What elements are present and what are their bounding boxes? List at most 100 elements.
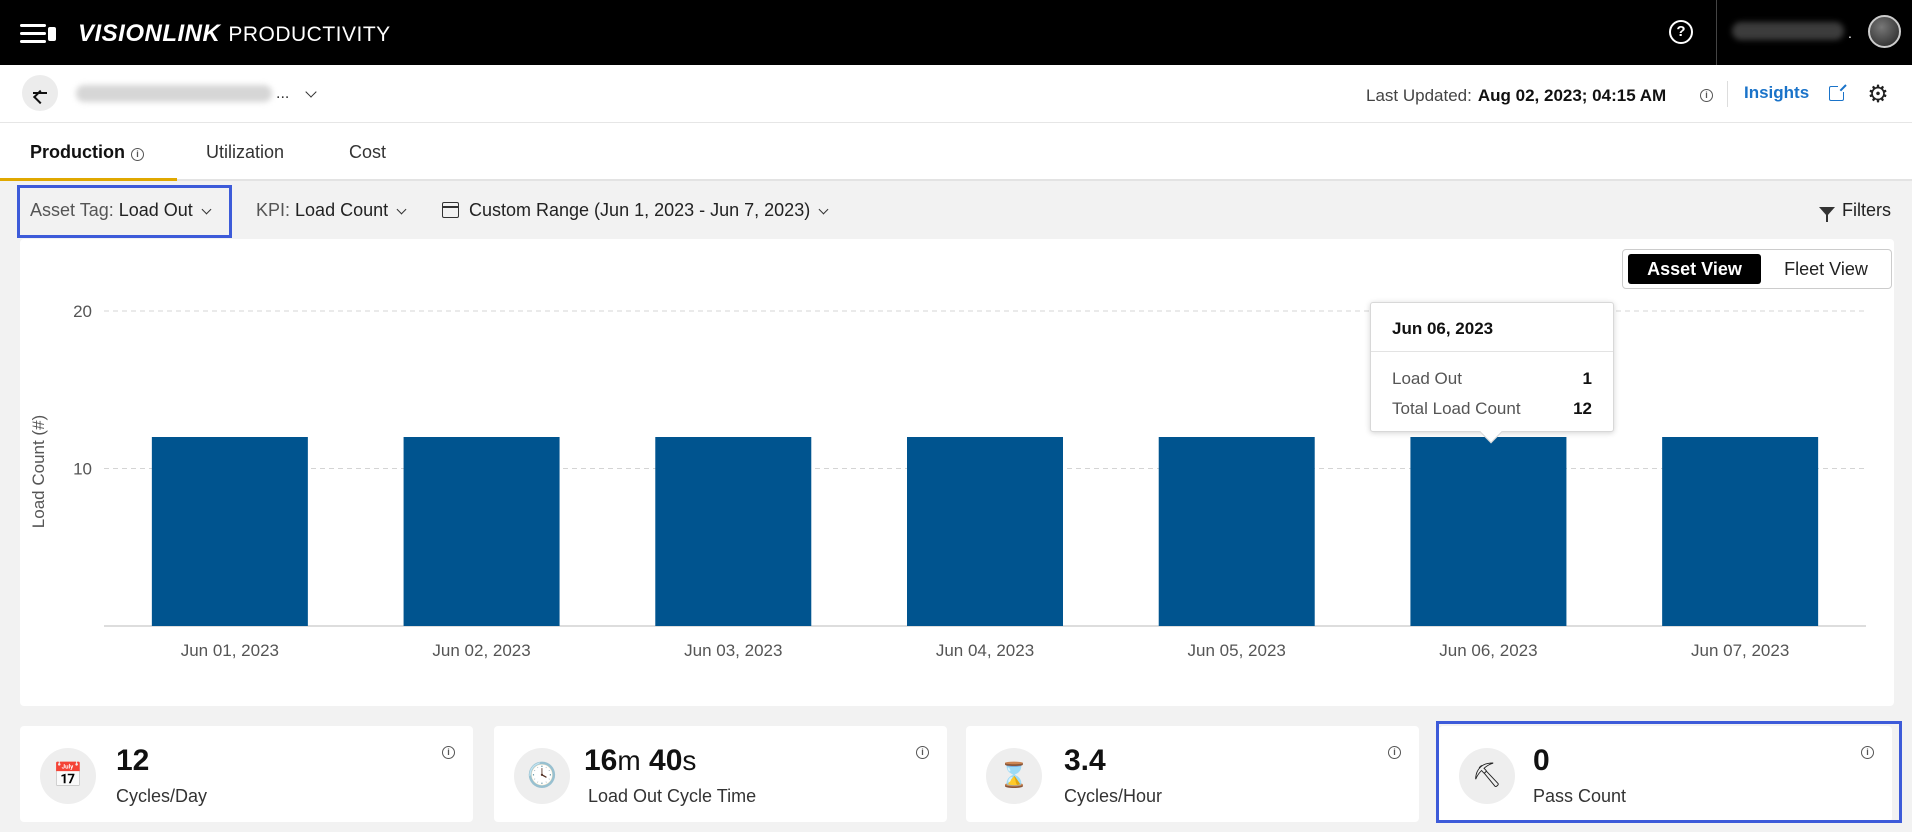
tab-bar: Production i Utilization Cost bbox=[0, 123, 1912, 181]
load-count-chart: 10 20 Load Count (#) Jun 01, 2023 Jun 02, 20… bbox=[29, 302, 1866, 660]
calendar-icon bbox=[442, 202, 459, 218]
tooltip-row: Load Out 1 bbox=[1392, 369, 1592, 389]
user-menu-dot: . bbox=[1848, 25, 1852, 41]
date-range-value: Custom Range (Jun 1, 2023 - Jun 7, 2023) bbox=[469, 200, 811, 220]
kpi-seconds: 40 bbox=[649, 744, 683, 777]
kpi-card-pass-count[interactable]: ⛏ 0 Pass Count i bbox=[1439, 726, 1892, 822]
kpi-minutes-unit: m bbox=[617, 745, 641, 776]
date-range-dropdown[interactable]: Custom Range (Jun 1, 2023 - Jun 7, 2023) bbox=[442, 181, 829, 239]
divider bbox=[1371, 351, 1613, 352]
kpi-value: Load Count bbox=[295, 200, 389, 220]
filter-icon bbox=[1819, 207, 1835, 222]
menu-icon[interactable] bbox=[20, 24, 56, 44]
kpi-label: Cycles/Hour bbox=[1064, 786, 1163, 806]
info-icon[interactable]: i bbox=[1861, 746, 1874, 759]
clock-cycle-icon: 🕓 bbox=[514, 748, 570, 804]
y-tick-label: 10 bbox=[73, 460, 92, 479]
asset-tag-highlight bbox=[17, 185, 232, 238]
x-tick-label: Jun 01, 2023 bbox=[181, 641, 279, 660]
chart-bar bbox=[1410, 437, 1567, 626]
info-icon[interactable]: i bbox=[916, 746, 929, 759]
excavator-bucket-icon: ⛏ bbox=[1459, 748, 1515, 804]
tab-cost[interactable]: Cost bbox=[349, 142, 387, 162]
chart-tooltip: Jun 06, 2023 Load Out 1 Total Load Count… bbox=[1370, 302, 1614, 444]
filter-row: Asset Tag: Load Out KPI: Load Count Cust… bbox=[0, 181, 1912, 239]
insights-link[interactable]: Insights bbox=[1744, 83, 1810, 102]
tooltip-row-label: Load Out bbox=[1392, 369, 1462, 388]
top-bar: VISIONLINK PRODUCTIVITY ? . bbox=[0, 0, 1912, 65]
chevron-down-icon[interactable] bbox=[305, 86, 317, 98]
asset-tag-dropdown[interactable]: Asset Tag: Load Out bbox=[30, 181, 212, 239]
avatar[interactable] bbox=[1868, 15, 1901, 48]
gear-icon[interactable]: ⚙ bbox=[1867, 81, 1889, 108]
tooltip-title: Jun 06, 2023 bbox=[1392, 319, 1494, 338]
kpi-label: KPI: bbox=[256, 200, 291, 220]
asset-name bbox=[76, 85, 272, 102]
x-tick-label: Jun 06, 2023 bbox=[1439, 641, 1537, 660]
asset-view-button[interactable]: Asset View bbox=[1628, 254, 1761, 284]
kpi-label: Cycles/Day bbox=[116, 786, 208, 806]
active-tab-indicator bbox=[0, 178, 177, 181]
back-button[interactable] bbox=[22, 75, 58, 111]
filters-button[interactable]: Filters bbox=[1819, 181, 1891, 239]
calendar-cycle-icon: 📅 bbox=[40, 748, 96, 804]
y-axis-label: Load Count (#) bbox=[29, 415, 48, 528]
tab-label: Production bbox=[30, 142, 125, 162]
info-icon[interactable]: i bbox=[1388, 746, 1401, 759]
filters-label: Filters bbox=[1842, 200, 1891, 220]
kpi-label: Load Out Cycle Time bbox=[588, 786, 757, 806]
y-tick-label: 20 bbox=[73, 302, 92, 321]
chart-bar bbox=[151, 437, 308, 626]
view-toggle: Asset View Fleet View bbox=[1622, 249, 1892, 289]
kpi-value: 0 bbox=[1533, 744, 1550, 777]
pass-count-highlight bbox=[1436, 721, 1902, 823]
kpi-value: 3.4 bbox=[1064, 744, 1106, 777]
chart-bar bbox=[907, 437, 1063, 626]
x-tick-label: Jun 03, 2023 bbox=[684, 641, 782, 660]
divider bbox=[1716, 0, 1717, 65]
asset-header: ... Last Updated: Aug 02, 2023; 04:15 AM … bbox=[0, 65, 1912, 123]
tab-production[interactable]: Production i bbox=[30, 123, 144, 181]
kpi-minutes: 16 bbox=[584, 744, 618, 777]
chart-bar bbox=[655, 437, 812, 626]
kpi-card-cycles-hour[interactable]: ⌛ 3.4 Cycles/Hour i bbox=[966, 726, 1419, 822]
kpi-card-cycle-time[interactable]: 🕓 16m 40s Load Out Cycle Time i bbox=[494, 726, 947, 822]
tooltip-row-label: Total Load Count bbox=[1392, 399, 1521, 418]
external-link-icon[interactable] bbox=[1829, 83, 1847, 101]
kpi-dropdown[interactable]: KPI: Load Count bbox=[256, 181, 407, 239]
last-updated: Last Updated: Aug 02, 2023; 04:15 AM bbox=[1366, 86, 1666, 106]
info-icon[interactable]: i bbox=[131, 148, 144, 161]
chart-bar bbox=[403, 437, 560, 626]
tooltip-row-value: 1 bbox=[1582, 369, 1592, 388]
asset-name-ellipsis: ... bbox=[276, 85, 290, 102]
last-updated-value: Aug 02, 2023; 04:15 AM bbox=[1477, 86, 1667, 105]
chevron-down-icon bbox=[396, 204, 407, 215]
kpi-label: Pass Count bbox=[1533, 786, 1627, 806]
asset-tag-label: Asset Tag: bbox=[30, 200, 114, 220]
x-tick-label: Jun 02, 2023 bbox=[432, 641, 530, 660]
chart-card: 10 20 Load Count (#) Jun 01, 2023 Jun 02, 20… bbox=[20, 239, 1894, 706]
kpi-value: 16m 40s bbox=[584, 744, 696, 778]
kpi-card-cycles-day[interactable]: 📅 12 Cycles/Day i bbox=[20, 726, 473, 822]
info-icon[interactable]: i bbox=[1700, 89, 1713, 102]
tooltip-row-value: 12 bbox=[1573, 399, 1592, 418]
fleet-view-button[interactable]: Fleet View bbox=[1784, 259, 1868, 279]
x-tick-label: Jun 04, 2023 bbox=[936, 641, 1034, 660]
help-icon[interactable]: ? bbox=[1669, 20, 1693, 44]
divider bbox=[1727, 81, 1728, 107]
tab-utilization[interactable]: Utilization bbox=[206, 142, 285, 162]
chart-bar bbox=[1158, 437, 1315, 626]
chart-bar bbox=[1662, 437, 1819, 626]
kpi-value: 12 bbox=[116, 744, 150, 777]
x-tick-label: Jun 07, 2023 bbox=[1691, 641, 1789, 660]
user-name[interactable] bbox=[1732, 22, 1844, 40]
hourglass-cycle-icon: ⌛ bbox=[986, 748, 1042, 804]
chevron-down-icon bbox=[818, 204, 829, 215]
kpi-seconds-unit: s bbox=[682, 745, 697, 776]
info-icon[interactable]: i bbox=[442, 746, 455, 759]
last-updated-label: Last Updated: bbox=[1366, 86, 1472, 105]
asset-tag-value: Load Out bbox=[118, 200, 193, 220]
x-tick-label: Jun 05, 2023 bbox=[1188, 641, 1286, 660]
tooltip-row: Total Load Count 12 bbox=[1392, 399, 1592, 419]
brand-logo: VISIONLINK PRODUCTIVITY bbox=[78, 20, 391, 47]
